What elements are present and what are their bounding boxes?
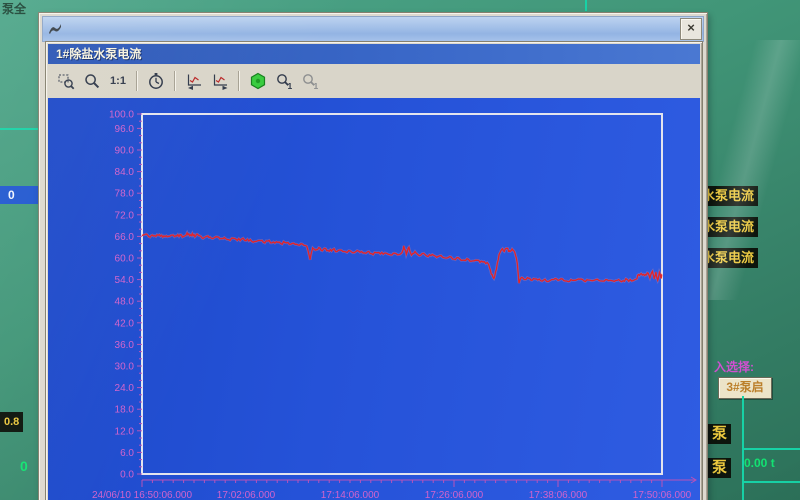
find-first-icon[interactable]: 1 (272, 69, 296, 93)
y-tick-label: 90.0 (115, 146, 135, 157)
tag-label-3: 水泵电流 (706, 248, 759, 268)
x-tick-label: 17:14:06.000 (321, 490, 380, 500)
value-tag: 0.8 (0, 412, 24, 432)
tag-label-1: 水泵电流 (706, 186, 759, 206)
run-icon[interactable] (246, 69, 270, 93)
plot-area[interactable] (141, 113, 663, 475)
desktop-top-strip (0, 0, 800, 12)
flow-value: 0.00 t (744, 456, 775, 470)
input-select-label: 入选择: (714, 360, 754, 374)
pipe-line (585, 0, 587, 11)
pump-tag-1: 泵 (708, 424, 732, 444)
chart-region: 0.0 6.0 12.0 18.0 24.0 30.0 36.0 42.0 48.0 54.0 60… (48, 98, 700, 500)
scroll-right-icon[interactable] (208, 69, 232, 93)
y-tick-label: 6.0 (120, 448, 134, 459)
y-tick-label: 54.0 (115, 275, 135, 286)
desktop-left-strip: 泵全 0 0.8 0 (0, 0, 44, 500)
pump-tag-2: 泵 (708, 458, 732, 478)
outer-window: × 1#除盐水泵电流 1:1 1 1 0.0 6.0 12.0 18.0 24.0 30.0 3… (38, 12, 708, 500)
trend-window-titlebar[interactable]: 1#除盐水泵电流 (48, 44, 700, 64)
y-tick-label: 72.0 (115, 210, 135, 221)
x-tick-label: 24/06/10 16:50:06.000 (92, 490, 193, 500)
pipe-line (0, 128, 38, 130)
outer-titlebar[interactable] (42, 16, 704, 42)
trend-chart-svg: 0.0 6.0 12.0 18.0 24.0 30.0 36.0 42.0 48.0 54.0 60… (92, 110, 697, 500)
y-tick-label: 78.0 (115, 189, 135, 200)
scroll-left-icon[interactable] (182, 69, 206, 93)
y-tick-label: 30.0 (115, 362, 135, 373)
tag-label-2: 水泵电流 (706, 217, 759, 237)
find-next-icon[interactable]: 1 (298, 69, 322, 93)
x-tick-label: 17:02:06.000 (217, 490, 276, 500)
y-tick-label: 60.0 (115, 254, 135, 265)
zoom-area-icon[interactable] (54, 69, 78, 93)
trend-curve-icon (47, 21, 63, 37)
trend-window: 1#除盐水泵电流 1:1 1 1 0.0 6.0 12.0 18.0 24.0 30.0 36.… (45, 41, 703, 500)
partial-label: 泵全 (2, 2, 27, 16)
y-tick-label: 42.0 (115, 318, 135, 329)
svg-text:1: 1 (288, 81, 293, 90)
one-to-one-button[interactable]: 1:1 (106, 69, 130, 93)
y-tick-label: 0.0 (120, 470, 134, 481)
close-button[interactable]: × (680, 18, 702, 40)
y-tick-label: 36.0 (115, 340, 135, 351)
y-tick-label: 84.0 (115, 167, 135, 178)
y-tick-label: 12.0 (115, 426, 135, 437)
x-tick-label: 17:50:06.000 (633, 490, 692, 500)
trend-toolbar: 1:1 1 1 (48, 64, 700, 99)
trend-line-glow (141, 229, 663, 285)
toolbar-separator (136, 71, 138, 91)
trend-line (141, 231, 663, 284)
toolbar-label: 1:1 (110, 75, 126, 87)
y-tick-label: 48.0 (115, 297, 135, 308)
y-tick-label: 100.0 (109, 110, 134, 121)
value-zero: 0 (20, 458, 28, 474)
pump-start-button[interactable]: 3#泵启 (718, 377, 772, 399)
x-axis-arrow (690, 476, 697, 484)
pipe-line (742, 481, 800, 483)
y-tick-label: 24.0 (115, 383, 135, 394)
svg-text:1: 1 (314, 81, 319, 90)
y-tick-label: 66.0 (115, 232, 135, 243)
toolbar-separator (238, 71, 240, 91)
x-tick-label: 17:38:06.000 (529, 490, 588, 500)
toolbar-separator (174, 71, 176, 91)
trend-window-title: 1#除盐水泵电流 (56, 47, 142, 61)
y-tick-label: 18.0 (115, 405, 135, 416)
desktop-right-strip: 水泵电流 水泵电流 水泵电流 入选择: 3#泵启 泵 泵 0.00 t (706, 0, 800, 500)
stopwatch-icon[interactable] (144, 69, 168, 93)
list-item-selected[interactable]: 0 (0, 186, 44, 204)
zoom-icon[interactable] (80, 69, 104, 93)
x-tick-label: 17:26:06.000 (425, 490, 484, 500)
y-tick-label: 96.0 (115, 124, 135, 135)
pipe-line (742, 448, 800, 450)
